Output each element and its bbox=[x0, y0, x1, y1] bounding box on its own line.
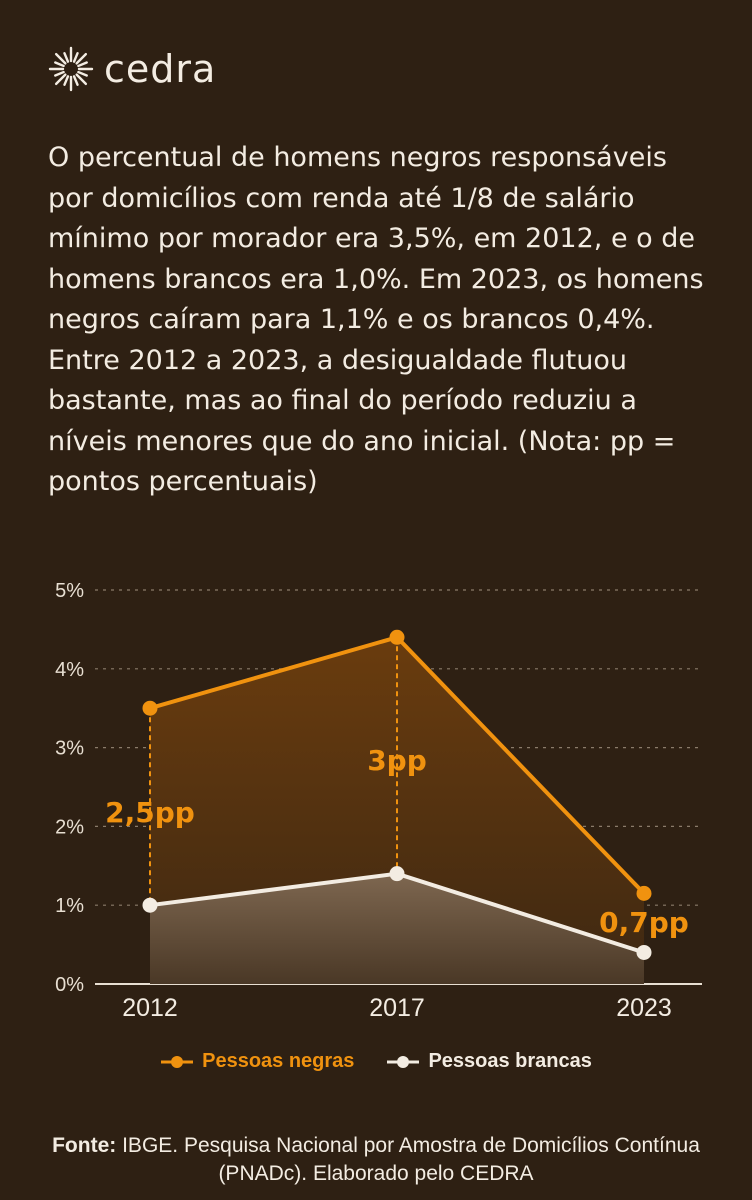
chart-legend: Pessoas negras Pessoas brancas bbox=[0, 1050, 752, 1073]
y-tick-label: 3% bbox=[55, 738, 84, 760]
point-negras bbox=[636, 885, 652, 901]
intro-text: O percentual de homens negros responsáve… bbox=[48, 142, 704, 497]
sunburst-ray bbox=[77, 70, 88, 77]
gap-label: 3pp bbox=[367, 744, 427, 777]
gap-label: 2,5pp bbox=[105, 796, 195, 829]
point-brancas bbox=[636, 944, 652, 960]
brand: cedra bbox=[48, 44, 216, 94]
sunburst-ray bbox=[72, 75, 79, 86]
y-tick-label: 0% bbox=[55, 974, 84, 996]
area-brancas bbox=[150, 873, 644, 984]
point-brancas bbox=[389, 866, 405, 882]
x-tick-label: 2012 bbox=[122, 994, 178, 1022]
gap-label: 0,7pp bbox=[599, 906, 689, 939]
point-negras bbox=[389, 629, 405, 645]
y-tick-label: 4% bbox=[55, 659, 84, 681]
sunburst-ray bbox=[54, 73, 67, 86]
legend-item-brancas: Pessoas brancas bbox=[386, 1050, 592, 1073]
y-tick-label: 5% bbox=[55, 580, 84, 602]
source-note: Fonte: IBGE. Pesquisa Nacional por Amost… bbox=[20, 1132, 732, 1188]
sunburst-ray bbox=[54, 70, 65, 77]
sunburst-icon bbox=[48, 46, 94, 92]
sunburst-ray bbox=[54, 52, 67, 65]
sunburst-ray bbox=[63, 52, 70, 63]
point-negras bbox=[142, 700, 158, 716]
x-tick-label: 2017 bbox=[369, 994, 425, 1022]
line-area-chart: 0% 1% 2% 3% 4% 5% 2012 2017 2023 2,5pp 3pp 0,7pp bbox=[55, 580, 702, 1022]
brand-name: cedra bbox=[104, 47, 217, 91]
sunburst-ray bbox=[72, 52, 79, 63]
source-label: Fonte: bbox=[52, 1134, 117, 1157]
source-text: IBGE. Pesquisa Nacional por Amostra de D… bbox=[116, 1134, 700, 1185]
sunburst-ray bbox=[75, 73, 88, 86]
point-brancas bbox=[142, 897, 158, 913]
sunburst-ray bbox=[75, 52, 88, 65]
x-tick-label: 2023 bbox=[616, 994, 672, 1022]
sunburst-ray bbox=[77, 61, 88, 68]
legend-label-negras: Pessoas negras bbox=[202, 1050, 355, 1072]
orange-line-marker-icon bbox=[161, 1055, 194, 1068]
white-line-marker-icon bbox=[387, 1055, 420, 1068]
sunburst-ray bbox=[63, 75, 70, 86]
y-tick-label: 1% bbox=[55, 895, 84, 917]
legend-item-negras: Pessoas negras bbox=[160, 1050, 354, 1073]
sunburst-ray bbox=[54, 61, 65, 68]
legend-label-brancas: Pessoas brancas bbox=[428, 1050, 592, 1072]
y-tick-label: 2% bbox=[55, 816, 84, 838]
